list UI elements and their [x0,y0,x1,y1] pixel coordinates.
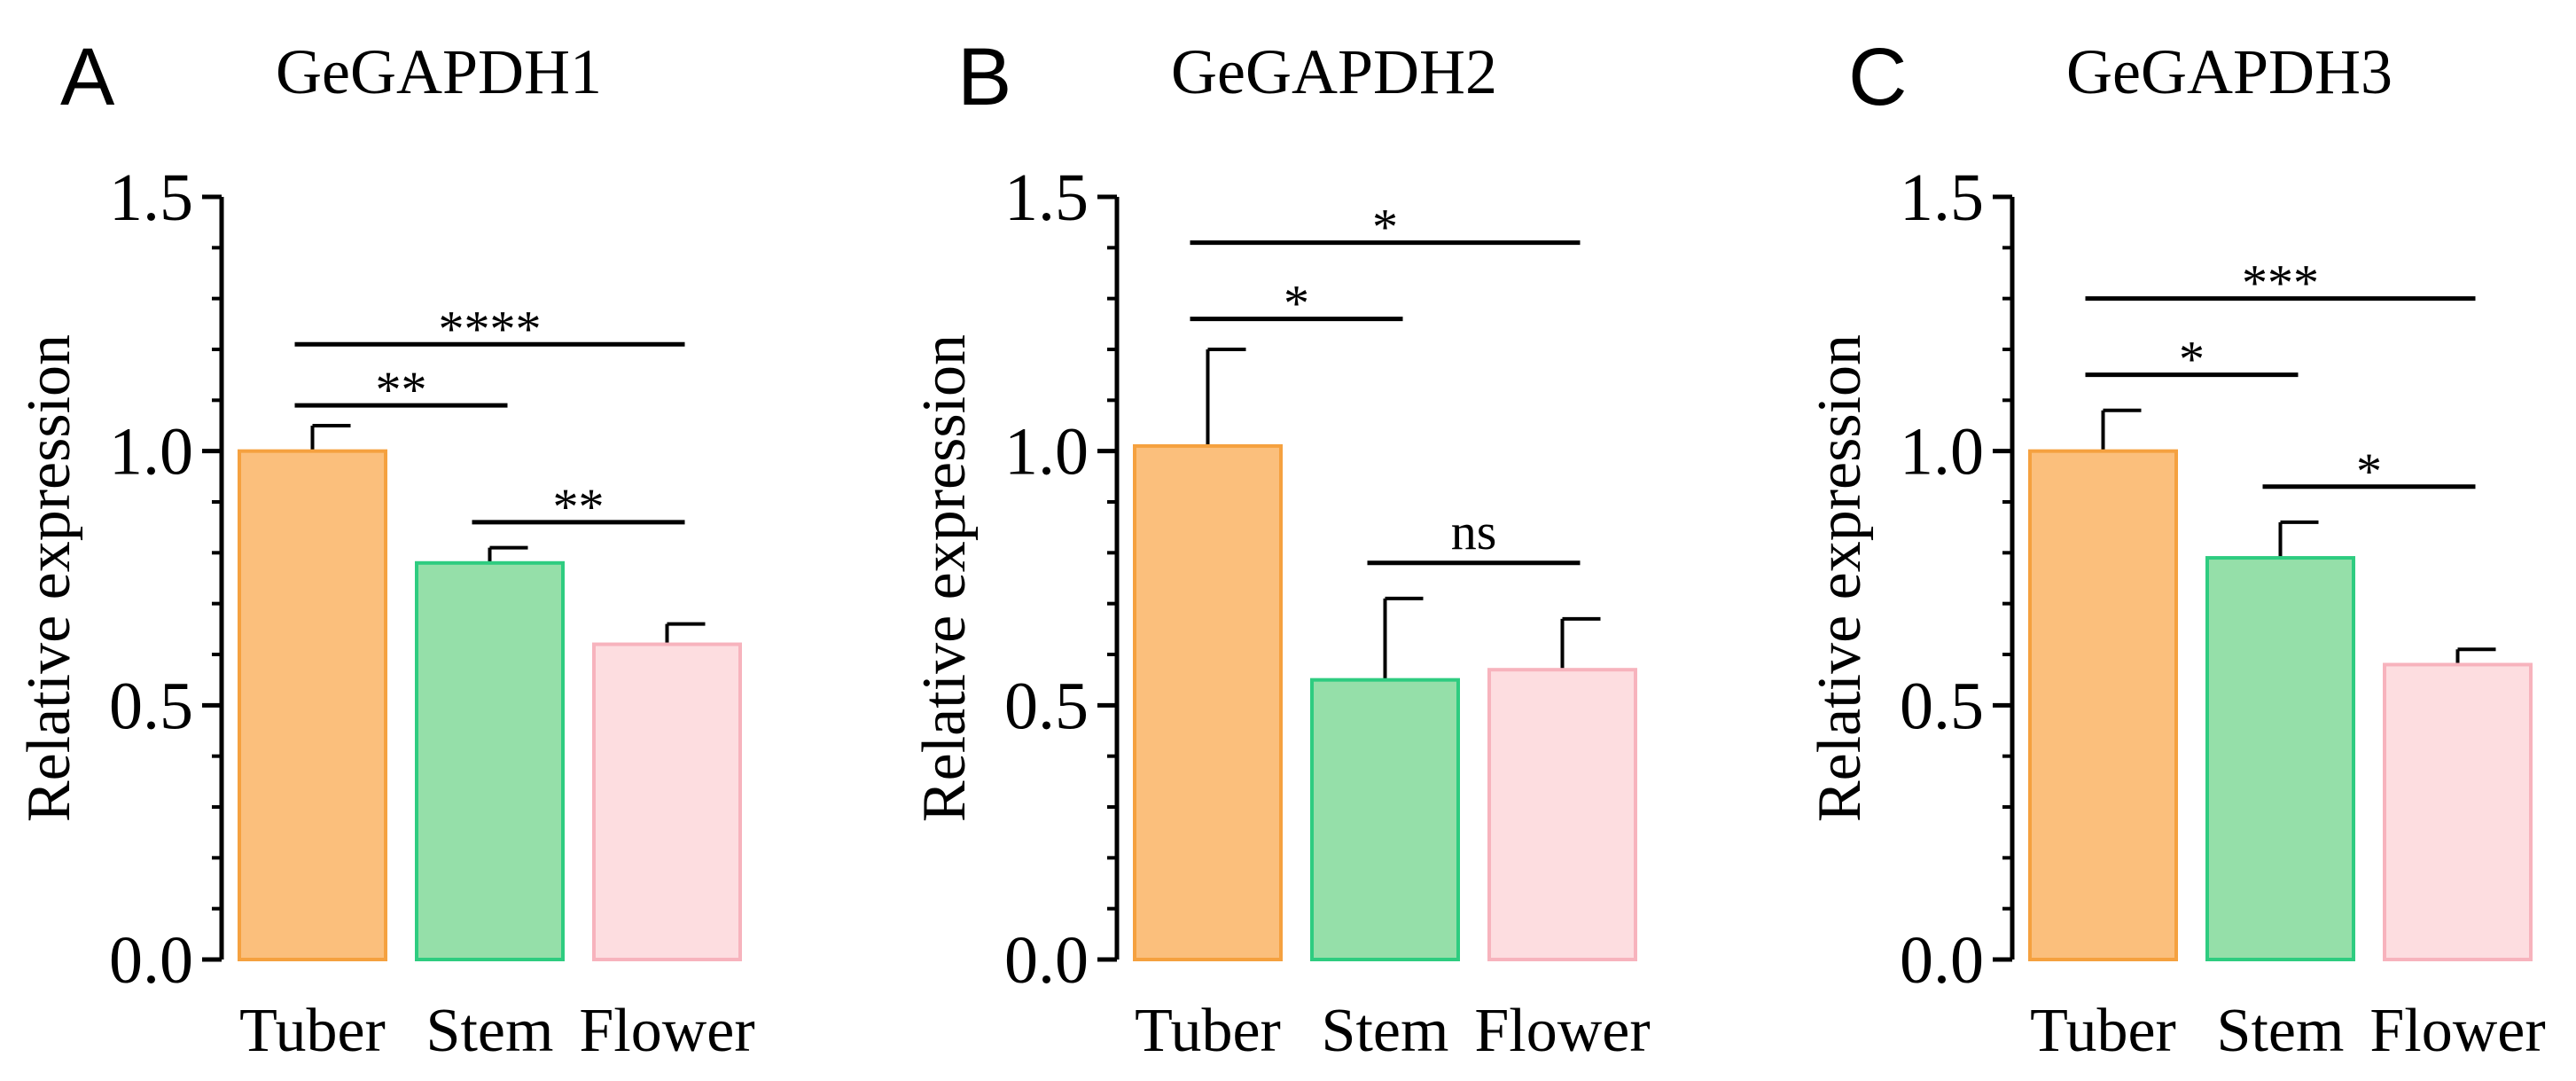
y-axis-title: Relative expression [1806,334,1874,822]
significance-label: **** [439,300,542,357]
y-tick-label: 1.5 [109,161,193,235]
y-axis-title: Relative expression [910,334,979,822]
y-tick-label: 1.0 [1004,415,1089,490]
y-tick-label: 0.5 [109,669,193,743]
y-tick-label: 1.5 [1004,161,1089,235]
category-label: Tuber [239,997,386,1065]
panel-letter: C [1848,32,1907,122]
bar-stem [2205,556,2355,961]
category-label: Flower [579,997,754,1065]
significance-label: * [1372,199,1398,256]
category-label: Flower [2369,997,2545,1065]
category-label: Stem [1322,997,1449,1065]
y-tick-label: 0.5 [1004,669,1089,743]
y-tick-label: 1.0 [1900,415,1984,490]
category-label: Stem [426,997,554,1065]
significance-label: ** [376,361,427,419]
category-label: Stem [2217,997,2345,1065]
y-tick-label: 1.0 [109,415,193,490]
panel-letter: B [957,32,1011,122]
significance-label: *** [2242,255,2319,312]
y-axis-title: Relative expression [15,334,83,822]
y-tick-label: 0.5 [1900,669,1984,743]
significance-label: * [2179,331,2205,388]
bar-flower [1487,668,1637,961]
y-tick-label: 0.0 [1900,923,1984,998]
significance-label: * [1284,275,1309,333]
bar-tuber [2028,449,2178,961]
panel-title: GeGAPDH1 [276,36,602,107]
significance-label: * [2356,443,2382,500]
significance-label: ** [553,478,605,536]
panel-letter: A [60,32,115,122]
bar-flower [592,642,742,961]
y-tick-label: 1.5 [1900,161,1984,235]
category-label: Tuber [2030,997,2176,1065]
bar-tuber [238,449,387,961]
panel-title: GeGAPDH2 [1171,36,1497,107]
bar-tuber [1133,443,1283,961]
y-tick-label: 0.0 [1004,923,1089,998]
bar-stem [415,560,565,961]
bar-flower [2383,662,2533,961]
panel-title: GeGAPDH3 [2066,36,2393,107]
significance-label: ns [1451,503,1497,560]
category-label: Flower [1474,997,1650,1065]
bar-stem [1310,678,1460,962]
category-label: Tuber [1135,997,1281,1065]
y-tick-label: 0.0 [109,923,193,998]
